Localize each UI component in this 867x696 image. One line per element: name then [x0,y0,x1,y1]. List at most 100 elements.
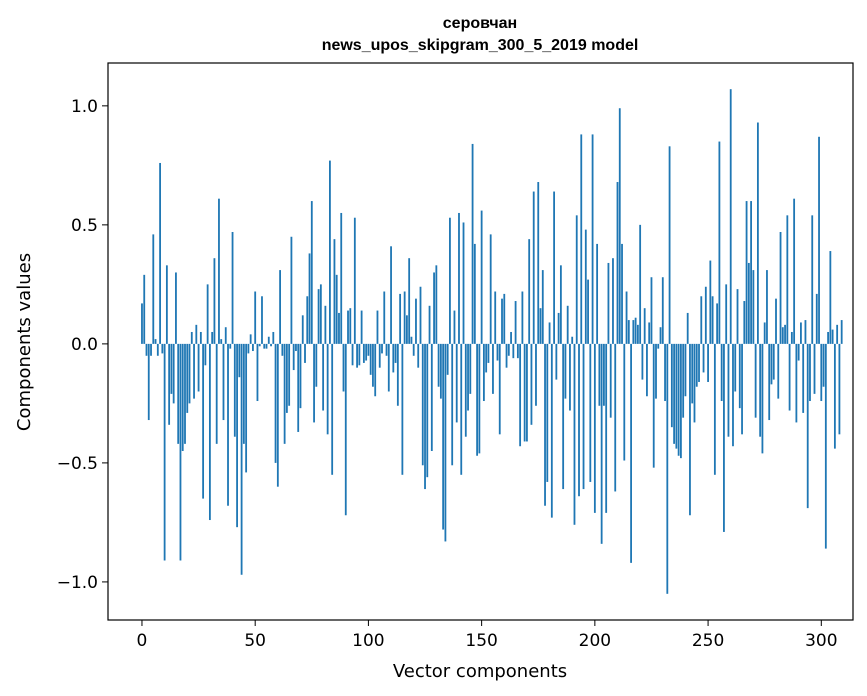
bar [446,343,449,375]
bar [489,234,492,344]
bar [736,289,739,344]
bar [186,343,189,413]
bar [788,343,791,411]
bar [813,343,816,394]
bar [707,343,709,382]
bar [299,343,302,409]
bar [163,343,166,561]
bar [231,232,234,344]
y-tick-label: 1.0 [71,97,98,117]
bar [535,343,537,406]
x-tick-label: 200 [579,631,611,651]
bar [752,270,755,344]
bar [596,243,599,344]
bar [530,343,533,425]
bar [575,215,578,344]
bar [383,291,386,344]
bar [514,301,517,344]
bar [539,308,542,344]
bar [487,343,490,363]
bar [369,343,372,375]
bar [385,343,388,356]
bar [625,291,628,344]
bar [528,239,531,344]
bar [591,134,594,344]
bar [505,343,508,368]
bar [331,343,334,475]
bar [279,270,281,344]
bar [779,232,782,344]
bar [612,258,614,344]
bar [815,293,818,344]
bar [156,343,159,356]
bar [811,215,814,344]
bar [378,343,381,368]
bar [453,310,456,344]
bar [716,303,719,344]
bar [800,322,802,344]
bar [161,343,164,354]
y-tick-label: −1.0 [57,573,98,593]
bar [365,343,368,361]
bar [213,258,216,344]
bar [272,331,275,344]
bar [795,343,798,423]
bar [340,212,343,344]
bar [455,343,458,423]
bar [584,229,587,344]
bar [437,343,440,387]
bar [756,122,759,344]
bar [478,343,481,454]
bar [806,343,809,509]
bar [184,343,186,444]
bar [199,331,202,344]
bar [175,272,177,344]
x-axis-label: Vector components [393,661,567,682]
bar [338,312,340,344]
bar [415,298,417,344]
bar [763,322,766,344]
bar [215,343,218,444]
bar [559,265,562,344]
bar [600,343,603,544]
bar [652,343,655,468]
x-tick-label: 300 [805,631,837,651]
bar [732,343,734,447]
bar [655,343,657,399]
bar [190,331,193,344]
bar [822,343,825,387]
bar [571,336,574,344]
bar [639,224,642,344]
bar [362,343,365,363]
bar [516,343,519,359]
bar [222,343,225,421]
bar [578,343,580,497]
bar [274,343,277,463]
y-axis-label: Components values [14,253,35,431]
bar [501,298,503,344]
bar [150,343,152,356]
bar [723,343,725,532]
bar [510,331,512,344]
bar [747,262,750,344]
bar [188,343,191,404]
bar [267,336,270,344]
bar [573,343,576,525]
bar [220,339,223,344]
bar [836,324,839,344]
chart-title-line-1: серовчан [443,15,517,32]
bar [589,343,592,482]
bar [754,343,757,418]
bar [471,143,474,344]
bar [211,331,214,344]
bar [252,343,254,352]
bar [426,343,429,478]
bar [308,253,311,344]
bar [295,343,297,352]
bar [494,291,497,344]
bar [204,343,207,366]
bar [609,343,612,418]
bar [759,343,762,437]
bar [218,198,220,344]
